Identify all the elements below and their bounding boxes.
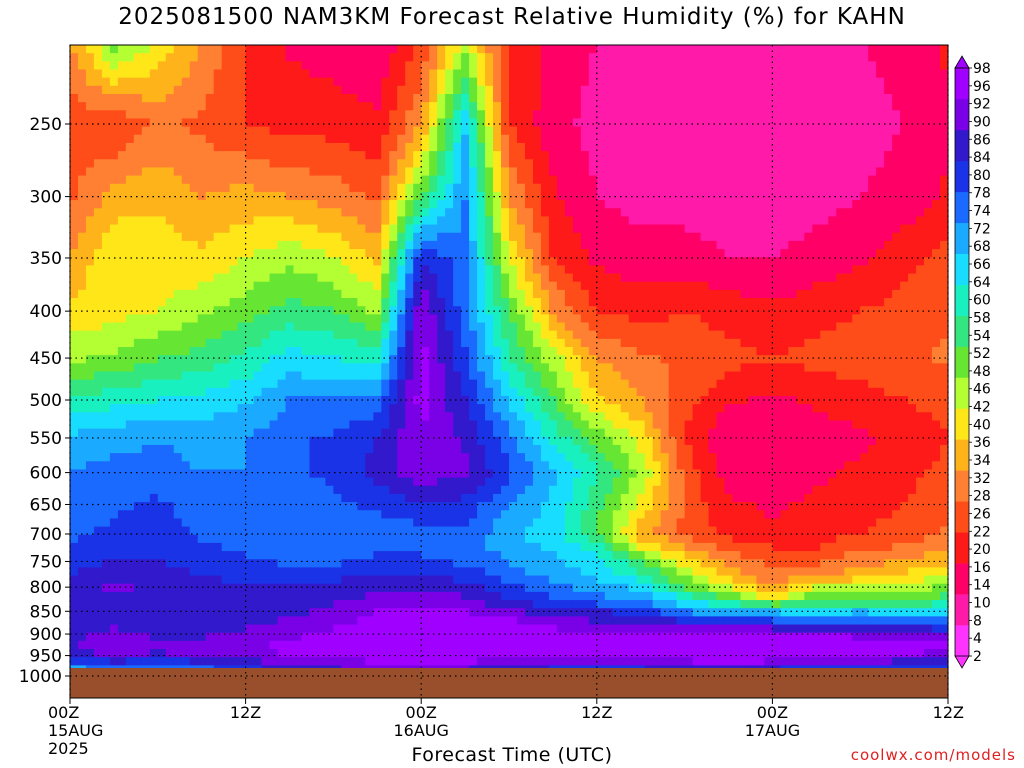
colorbar-label: 22: [973, 524, 991, 540]
colorbar-label: 86: [973, 132, 991, 148]
colorbar-label: 96: [973, 79, 991, 95]
colorbar-swatch: [955, 160, 969, 193]
colorbar-swatch: [955, 222, 969, 254]
x-tick-label: 00Z: [757, 703, 788, 722]
colorbar-swatch: [955, 625, 969, 657]
colorbar-label: 60: [973, 293, 991, 309]
colorbar-label: 66: [973, 257, 991, 273]
colorbar-label: 20: [973, 542, 991, 558]
colorbar-label: 10: [973, 596, 991, 612]
x-tick-label: 16AUG: [393, 721, 448, 740]
colorbar-label: 16: [973, 560, 991, 576]
pressure-axis: 250 300 350 400 450 500 550 600 650 700 750 800 850 9…: [19, 115, 70, 687]
y-tick-label: 850: [30, 602, 62, 622]
y-tick-label: 600: [30, 464, 62, 484]
grid-lines: [69, 45, 949, 698]
x-tick-label: 2025: [48, 739, 89, 758]
colorbar-swatch: [955, 284, 969, 316]
colorbar-label: 32: [973, 471, 991, 487]
colorbar-label: 92: [973, 97, 991, 113]
x-tick-label: 17AUG: [745, 721, 800, 740]
colorbar-label: 54: [973, 328, 991, 344]
colorbar-label: 52: [973, 346, 991, 362]
y-tick-label: 650: [30, 495, 62, 515]
colorbar-label: 98: [973, 61, 991, 77]
colorbar-swatch: [955, 315, 969, 347]
y-tick-label: 500: [30, 391, 62, 411]
colorbar-label: 14: [973, 578, 991, 594]
colorbar-swatch: [955, 439, 969, 471]
colorbar-min-arrow: [954, 655, 970, 669]
colorbar-max-arrow: [954, 55, 970, 69]
colorbar-label: 84: [973, 150, 991, 166]
colorbar-label: 40: [973, 417, 991, 433]
colorbar-label: 36: [973, 435, 991, 451]
colorbar-swatch: [955, 532, 969, 564]
colorbar-swatch: [955, 501, 969, 533]
colorbar-swatch: [955, 563, 969, 595]
plot-frame: [69, 44, 949, 699]
y-tick-label: 950: [30, 647, 62, 667]
colorbar-label: 42: [973, 400, 991, 416]
colorbar-legend: 2481014162022262832343640424648525458606…: [954, 55, 991, 669]
y-tick-label: 900: [30, 625, 62, 645]
y-tick-label: 400: [30, 302, 62, 322]
source-credit: coolwx.com/models: [850, 746, 1016, 764]
colorbar-label: 80: [973, 168, 991, 184]
colorbar-label: 46: [973, 382, 991, 398]
y-tick-label: 450: [30, 349, 62, 369]
chart-title: 2025081500 NAM3KM Forecast Relative Humi…: [118, 4, 906, 30]
colorbar-swatch: [955, 346, 969, 378]
colorbar-label: 74: [973, 204, 991, 220]
colorbar-frame: [954, 67, 970, 657]
y-tick-label: 300: [30, 188, 62, 208]
y-tick-label: 800: [30, 578, 62, 598]
colorbar-label: 48: [973, 364, 991, 380]
colorbar-label: 28: [973, 489, 991, 505]
colorbar-label: 58: [973, 310, 991, 326]
colorbar-label: 4: [973, 631, 982, 647]
colorbar-swatch: [955, 129, 969, 162]
colorbar-swatch: [955, 68, 969, 100]
colorbar-label: 64: [973, 275, 991, 291]
ground-surface: [70, 668, 948, 698]
colorbar-swatch: [955, 191, 969, 224]
colorbar-swatch: [955, 594, 969, 626]
colorbar-label: 8: [973, 613, 982, 629]
colorbar-swatch: [955, 470, 969, 502]
colorbar-swatch: [955, 377, 969, 409]
colorbar-label: 72: [973, 221, 991, 237]
y-tick-label: 1000: [19, 667, 62, 687]
colorbar-swatch: [955, 253, 969, 285]
colorbar-label: 90: [973, 114, 991, 130]
x-tick-label: 00Z: [48, 703, 79, 722]
colorbar-swatch: [955, 98, 969, 131]
x-tick-label: 12Z: [933, 703, 964, 722]
colorbar-label: 26: [973, 506, 991, 522]
colorbar-label: 68: [973, 239, 991, 255]
x-tick-label: 15AUG: [48, 721, 103, 740]
colorbar-label: 34: [973, 453, 991, 469]
x-axis-label: Forecast Time (UTC): [411, 744, 613, 766]
x-tick-label: 00Z: [406, 703, 437, 722]
rh-contour-field: [70, 45, 948, 698]
colorbar-label: 78: [973, 186, 991, 202]
y-tick-label: 550: [30, 429, 62, 449]
x-tick-label: 12Z: [230, 703, 261, 722]
y-tick-label: 250: [30, 115, 62, 135]
x-tick-label: 12Z: [581, 703, 612, 722]
colorbar-label: 2: [973, 649, 982, 665]
colorbar-swatch: [955, 408, 969, 440]
y-tick-label: 350: [30, 249, 62, 269]
y-tick-label: 750: [30, 552, 62, 572]
y-tick-label: 700: [30, 525, 62, 545]
